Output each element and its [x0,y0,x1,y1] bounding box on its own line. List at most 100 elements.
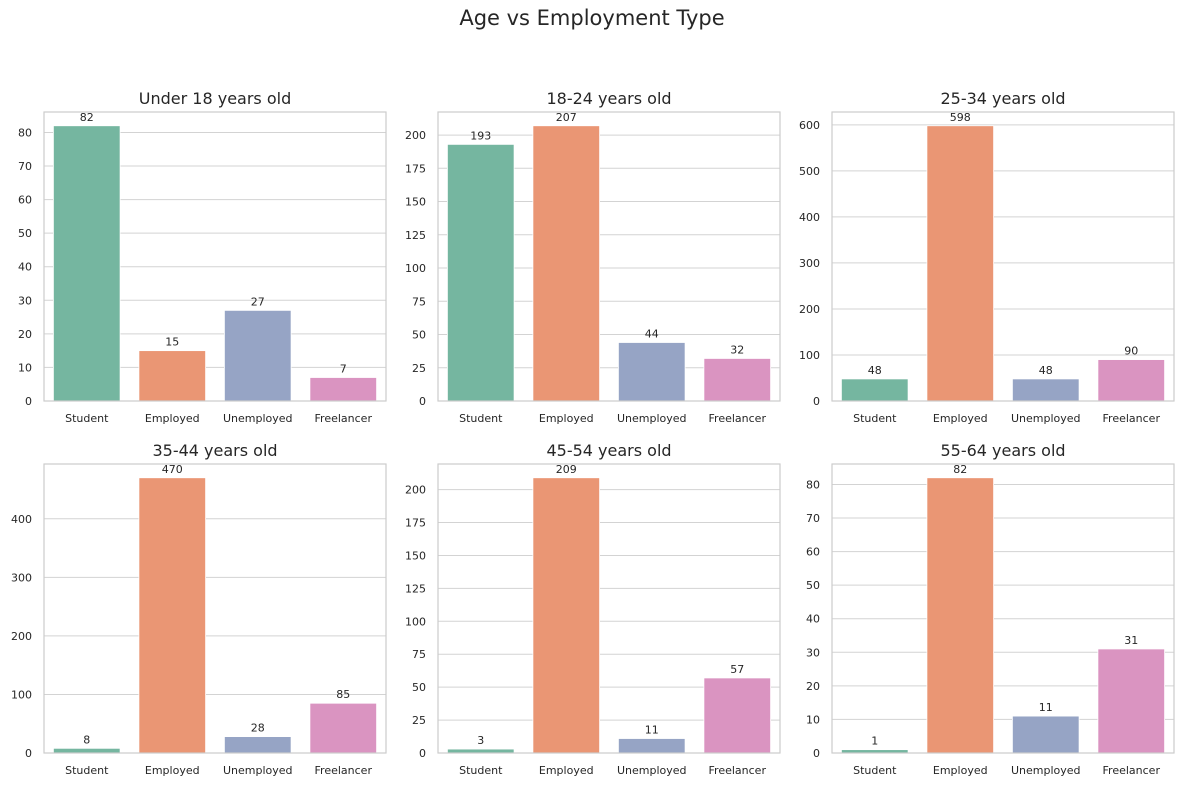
bar-employed [926,477,994,754]
data-label-student: 193 [470,129,491,142]
bar-freelancer [703,677,771,754]
x-tick-label: Student [853,764,897,777]
y-tick-label: 100 [799,349,820,362]
y-tick-label: 50 [806,579,820,592]
bar-unemployed [224,309,292,402]
x-tick-label: Unemployed [1011,764,1081,777]
x-tick-label: Student [459,412,503,425]
data-label-unemployed: 44 [645,327,659,340]
y-tick-label: 125 [405,582,426,595]
y-tick-label: 10 [18,361,32,374]
y-tick-label: 175 [405,517,426,530]
y-tick-label: 75 [412,648,426,661]
x-tick-label: Unemployed [1011,412,1081,425]
y-tick-label: 100 [405,615,426,628]
x-tick-label: Student [853,412,897,425]
bar-student [841,378,909,402]
y-tick-label: 0 [813,395,820,408]
data-label-student: 3 [477,734,484,747]
y-tick-label: 50 [412,329,426,342]
y-tick-label: 50 [18,227,32,240]
y-tick-label: 200 [405,129,426,142]
panel-title: 35-44 years old [152,441,277,460]
x-tick-label: Student [459,764,503,777]
y-tick-label: 200 [11,630,32,643]
x-tick-label: Employed [539,412,594,425]
y-tick-label: 40 [18,261,32,274]
bar-freelancer [1097,648,1165,754]
y-tick-label: 30 [806,646,820,659]
bar-unemployed [1012,378,1080,402]
y-tick-label: 40 [806,613,820,626]
figure-title: Age vs Employment Type [459,6,725,30]
y-tick-label: 400 [799,211,820,224]
data-label-freelancer: 85 [336,688,350,701]
axes-frame [437,463,781,754]
data-label-employed: 207 [556,111,577,124]
panel-title: 45-54 years old [546,441,671,460]
y-tick-label: 30 [18,294,32,307]
y-tick-label: 300 [11,571,32,584]
x-tick-label: Unemployed [617,764,687,777]
data-label-freelancer: 90 [1124,345,1138,358]
panel-18-24-years-old: 0 25 50 75 100 125 150 175 200 193 Student 207 Emplo… [405,89,781,425]
y-tick-label: 80 [18,126,32,139]
data-label-freelancer: 57 [730,663,744,676]
data-label-student: 8 [83,733,90,746]
y-tick-label: 400 [11,513,32,526]
data-label-employed: 209 [556,463,577,476]
data-label-unemployed: 28 [251,722,265,735]
data-label-unemployed: 11 [1039,701,1053,714]
y-tick-label: 200 [799,303,820,316]
bar-student [53,125,121,402]
panel-title: Under 18 years old [139,89,291,108]
bar-freelancer [309,377,377,402]
y-tick-label: 0 [25,747,32,760]
y-tick-label: 125 [405,229,426,242]
y-tick-label: 25 [412,362,426,375]
data-label-employed: 82 [953,463,967,476]
x-tick-label: Freelancer [1103,764,1161,777]
panel-title: 25-34 years old [940,89,1065,108]
y-tick-label: 175 [405,162,426,175]
x-tick-label: Student [65,764,109,777]
y-tick-label: 0 [25,395,32,408]
y-tick-label: 150 [405,196,426,209]
data-label-student: 48 [868,364,882,377]
y-tick-label: 0 [419,747,426,760]
panel-title: 18-24 years old [546,89,671,108]
bar-unemployed [1012,715,1080,754]
axes-frame [831,463,1175,754]
data-label-employed: 598 [950,111,971,124]
bar-unemployed [618,342,686,402]
data-label-employed: 15 [165,336,179,349]
y-tick-label: 0 [419,395,426,408]
y-tick-label: 100 [405,262,426,275]
y-tick-label: 0 [813,747,820,760]
bar-freelancer [703,358,771,402]
panel-55-64-years-old: 0 10 20 30 40 50 60 70 80 1 Student 82 Employed 11 Une… [806,441,1175,777]
y-tick-label: 60 [806,546,820,559]
panel-25-34-years-old: 0 100 200 300 400 500 600 48 Student 598 Employed 4… [799,89,1175,425]
y-tick-label: 70 [18,160,32,173]
x-tick-label: Unemployed [617,412,687,425]
x-tick-label: Student [65,412,109,425]
data-label-unemployed: 11 [645,724,659,737]
data-label-unemployed: 48 [1039,364,1053,377]
x-tick-label: Employed [539,764,594,777]
panel-45-54-years-old: 0 25 50 75 100 125 150 175 200 3 Student 209 Employe… [405,441,781,777]
y-tick-label: 75 [412,295,426,308]
axes-frame [437,111,781,402]
y-tick-label: 20 [806,680,820,693]
y-tick-label: 50 [412,681,426,694]
axes-frame [831,111,1175,402]
y-tick-label: 100 [11,688,32,701]
y-tick-label: 600 [799,119,820,132]
y-tick-label: 300 [799,257,820,270]
bar-student [53,747,121,754]
y-tick-label: 200 [405,484,426,497]
y-tick-label: 150 [405,549,426,562]
y-tick-label: 10 [806,713,820,726]
x-tick-label: Freelancer [315,764,373,777]
